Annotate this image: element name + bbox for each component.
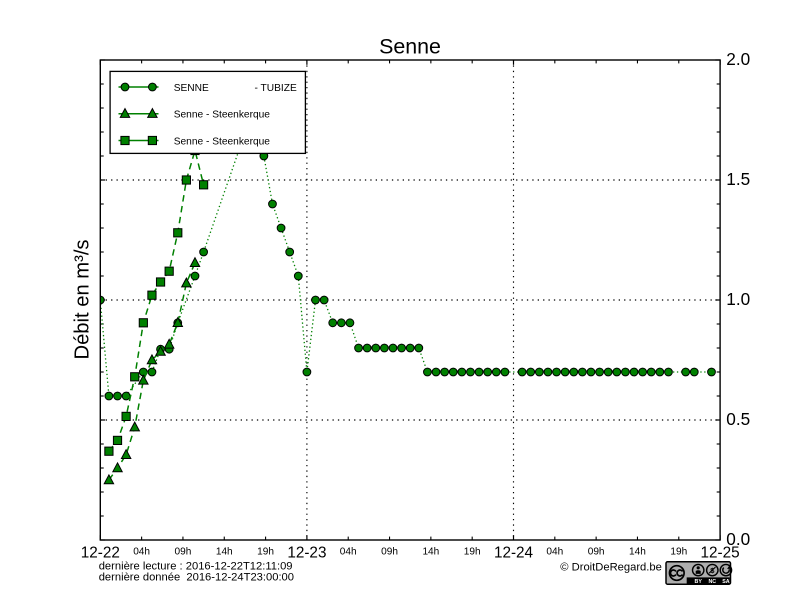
svg-text:0.5: 0.5 [726,409,750,429]
svg-text:19h: 19h [670,546,687,557]
svg-text:1.5: 1.5 [726,169,750,189]
svg-text:19h: 19h [464,546,481,557]
svg-text:12-22: 12-22 [81,544,120,561]
svg-text:1.0: 1.0 [726,289,750,309]
svg-text:© DroitDeRegard.be: © DroitDeRegard.be [560,561,662,573]
svg-text:dernière donnée 2016-12-24T23: dernière donnée 2016-12-24T23:00:00 [99,572,294,584]
svg-text:- TUBIZE: - TUBIZE [255,83,297,94]
svg-text:12-23: 12-23 [287,544,326,561]
svg-text:09h: 09h [175,546,192,557]
svg-text:04h: 04h [133,546,150,557]
svg-text:dernière lecture : 2016-12-22T: dernière lecture : 2016-12-22T12:11:09 [99,560,293,572]
svg-text:BY: BY [695,579,703,585]
svg-text:14h: 14h [216,546,233,557]
svg-text:14h: 14h [629,546,646,557]
svg-text:Senne: Senne [379,35,441,59]
svg-text:Débit en m³/s: Débit en m³/s [72,239,94,359]
svg-text:19h: 19h [257,546,274,557]
svg-text:Senne - Steenkerque: Senne - Steenkerque [174,110,271,121]
svg-text:14h: 14h [422,546,439,557]
svg-text:Senne - Steenkerque: Senne - Steenkerque [174,137,271,148]
svg-text:04h: 04h [546,546,563,557]
svg-text:SENNE: SENNE [174,83,209,94]
svg-text:0.0: 0.0 [726,529,750,549]
svg-text:SA: SA [722,579,730,585]
svg-text:04h: 04h [340,546,357,557]
svg-text:12-25: 12-25 [701,544,740,561]
svg-text:09h: 09h [381,546,398,557]
svg-text:09h: 09h [588,546,605,557]
svg-text:NC: NC [708,579,716,585]
svg-text:12-24: 12-24 [494,544,534,561]
svg-text:2.0: 2.0 [726,49,750,69]
